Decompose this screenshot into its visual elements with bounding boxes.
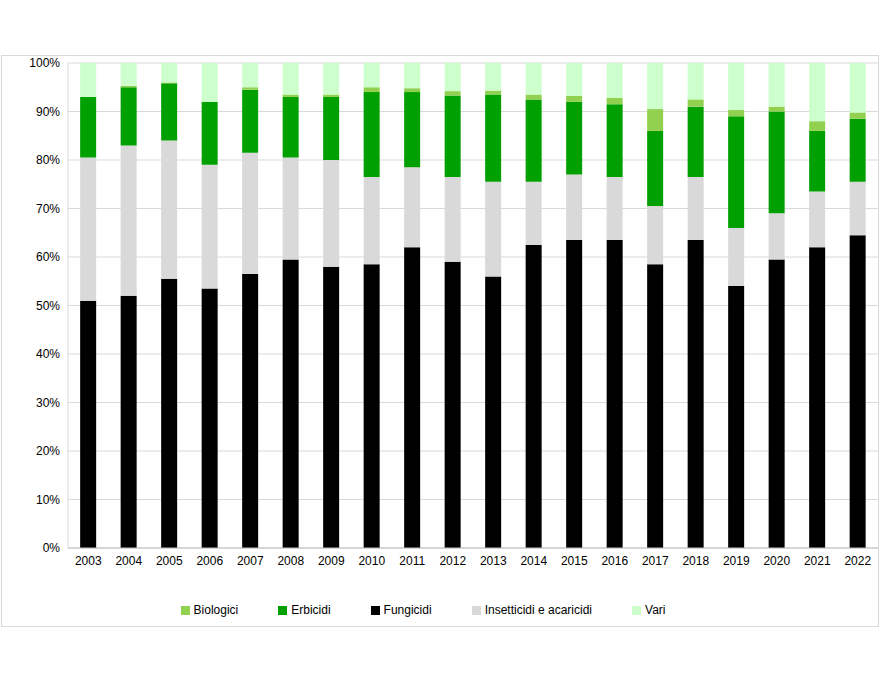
svg-text:10%: 10% [36, 493, 60, 507]
svg-text:2009: 2009 [318, 554, 345, 568]
svg-text:2021: 2021 [804, 554, 831, 568]
svg-text:70%: 70% [36, 202, 60, 216]
svg-text:2007: 2007 [237, 554, 264, 568]
svg-text:2017: 2017 [642, 554, 669, 568]
svg-text:30%: 30% [36, 396, 60, 410]
svg-text:2016: 2016 [601, 554, 628, 568]
html-text:Erbicidi: Erbicidi [291, 603, 331, 617]
svg-text:60%: 60% [36, 250, 60, 264]
svg-text:2010: 2010 [358, 554, 385, 568]
svg-text:2014: 2014 [520, 554, 547, 568]
svg-text:2008: 2008 [277, 554, 304, 568]
svg-text:2011: 2011 [399, 554, 425, 568]
svg-text:20%: 20% [36, 444, 60, 458]
svg-text:0%: 0% [43, 541, 61, 555]
svg-text:2013: 2013 [480, 554, 507, 568]
svg-text:2003: 2003 [75, 554, 102, 568]
svg-text:2012: 2012 [439, 554, 466, 568]
svg-text:2004: 2004 [115, 554, 142, 568]
svg-text:2006: 2006 [196, 554, 223, 568]
html-text:Insetticidi e acaricidi: Insetticidi e acaricidi [484, 603, 592, 617]
svg-text:100%: 100% [29, 56, 60, 70]
svg-text:2018: 2018 [682, 554, 709, 568]
svg-text:80%: 80% [36, 153, 60, 167]
svg-text:2022: 2022 [844, 554, 871, 568]
html-text:Vari: Vari [645, 603, 666, 617]
svg-text:50%: 50% [36, 299, 60, 313]
svg-text:2015: 2015 [561, 554, 588, 568]
html-text:Biologici: Biologici [193, 603, 239, 617]
svg-text:2005: 2005 [156, 554, 183, 568]
svg-text:2019: 2019 [723, 554, 750, 568]
svg-text:2020: 2020 [763, 554, 790, 568]
svg-text:90%: 90% [36, 105, 60, 119]
html-text:Fungicidi: Fungicidi [383, 603, 432, 617]
svg-text:40%: 40% [36, 347, 60, 361]
